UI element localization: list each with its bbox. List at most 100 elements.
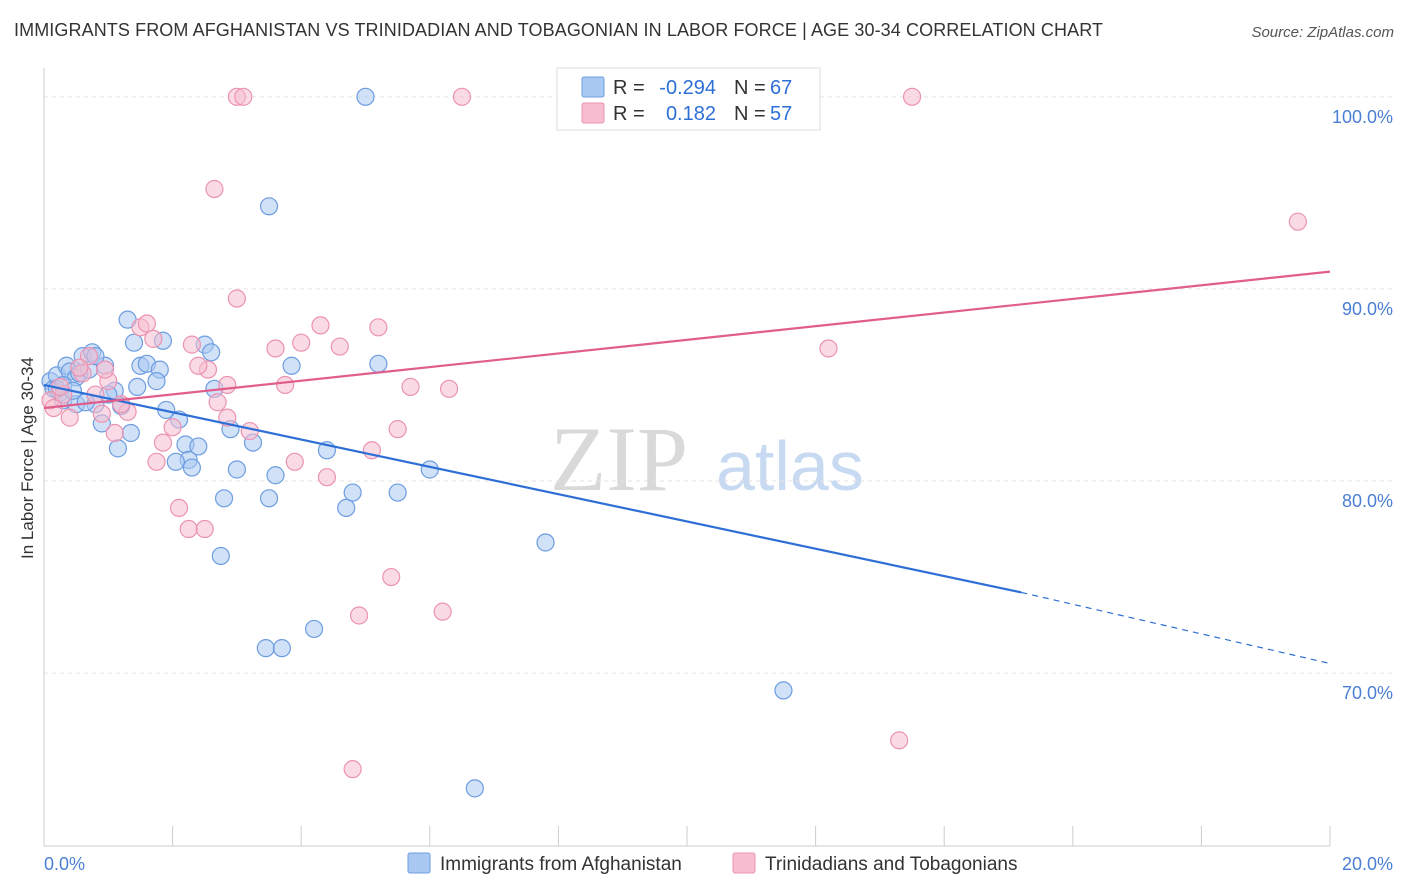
- trinidad-point: [147, 452, 166, 471]
- x-tick-label-min: 0.0%: [44, 854, 85, 874]
- trinidad-point: [182, 335, 201, 354]
- trinidad-point: [179, 519, 198, 539]
- trinidad-point: [276, 375, 295, 395]
- y-axis-title: In Labor Force | Age 30-34: [18, 357, 37, 559]
- afghanistan-point: [356, 87, 375, 106]
- afghanistan-point: [369, 354, 388, 373]
- bottom-legend-swatch-blue: [407, 852, 431, 874]
- trinidad-point: [349, 606, 369, 625]
- y-tick-label-90: 90.0%: [1342, 299, 1393, 319]
- afghanistan-point: [266, 466, 285, 485]
- chart-title: IMMIGRANTS FROM AFGHANISTAN VS TRINIDADI…: [14, 20, 1104, 40]
- afghanistan-point: [343, 483, 362, 502]
- trinidad-point: [343, 760, 362, 779]
- afghanistan-point: [189, 437, 208, 456]
- trinidad-point: [433, 602, 452, 621]
- trinidad-point: [60, 408, 79, 427]
- legend-n-label-2: N =: [734, 103, 766, 125]
- trinidad-point: [144, 329, 163, 348]
- trinidad-point: [95, 360, 115, 379]
- trend-lines: [43, 270, 1331, 665]
- legend-r-label-1: R =: [613, 77, 645, 99]
- afghanistan-point: [259, 489, 279, 508]
- afghanistan-point: [536, 533, 555, 552]
- trinidad-point: [266, 339, 285, 358]
- afghanistan-point: [259, 197, 279, 216]
- bottom-legend-swatch-pink: [732, 852, 756, 874]
- afghanistan-point: [214, 489, 234, 508]
- trinidad-point: [285, 452, 304, 471]
- trinidad-point: [382, 567, 401, 587]
- trinidad-point: [819, 339, 838, 358]
- legend-n-label-1: N =: [734, 77, 766, 99]
- gridlines: [44, 96, 1393, 674]
- trinidad-point: [205, 179, 224, 199]
- trinidad-point: [401, 377, 420, 396]
- afghanistan-point: [282, 356, 301, 375]
- watermark: ZIP atlas: [550, 408, 864, 510]
- afghanistan-point: [128, 377, 147, 396]
- legend-r-label-2: R =: [613, 103, 645, 125]
- legend-swatch-blue: [581, 76, 605, 98]
- afghanistan-point: [124, 333, 144, 352]
- y-tick-label-70: 70.0%: [1342, 683, 1393, 703]
- legend-box: R = -0.294 N = 67 R = 0.182 N = 57: [556, 67, 821, 131]
- afghanistan-point: [272, 639, 292, 658]
- y-tick-labels: 70.0% 80.0% 90.0% 100.0%: [1332, 107, 1393, 703]
- afghanistan-point: [227, 460, 246, 479]
- trend-line-afghanistan-extension: [1021, 591, 1331, 665]
- legend-n-value-2: 57: [770, 103, 792, 125]
- legend-r-value-1: -0.294: [659, 77, 716, 99]
- trinidad-point: [137, 314, 156, 333]
- trinidad-point: [234, 87, 253, 106]
- trinidad-point: [105, 423, 124, 443]
- trinidad-point: [369, 318, 388, 337]
- afghanistan-point: [304, 619, 324, 639]
- x-axis-ticks: [43, 826, 1331, 846]
- trinidad-point: [70, 358, 89, 377]
- legend-swatch-pink: [581, 102, 605, 124]
- bottom-legend-label-afghanistan: Immigrants from Afghanistan: [440, 854, 682, 875]
- watermark-zip: ZIP: [550, 408, 688, 510]
- trinidad-point: [388, 420, 407, 439]
- afghanistan-point: [465, 779, 484, 798]
- afghanistan-point: [166, 452, 185, 471]
- trinidad-point: [92, 404, 111, 423]
- trinidad-point: [240, 421, 259, 441]
- trinidad-point: [227, 289, 246, 308]
- trinidad-point: [169, 498, 189, 518]
- trinidad-point: [292, 333, 311, 352]
- trinidad-point: [890, 731, 909, 750]
- afghanistan-point: [420, 460, 439, 479]
- chart-source: Source: ZipAtlas.com: [1251, 24, 1394, 41]
- trinidad-point: [452, 87, 472, 106]
- afghanistan-point: [121, 423, 140, 443]
- trinidad-point: [311, 316, 330, 335]
- legend-n-value-1: 67: [770, 77, 792, 99]
- trinidad-point: [195, 519, 214, 539]
- trinidad-point: [1288, 212, 1307, 231]
- y-tick-label-100: 100.0%: [1332, 107, 1393, 127]
- trend-line-afghanistan: [43, 383, 1022, 594]
- trinidad-point: [189, 356, 208, 375]
- trinidad-point: [163, 418, 182, 437]
- trinidad-point: [208, 393, 227, 412]
- afghanistan-point: [774, 681, 793, 700]
- trinidad-point: [218, 375, 237, 395]
- trinidad-point: [902, 87, 922, 106]
- afghanistan-point: [108, 439, 128, 458]
- afghanistan-point: [147, 372, 166, 391]
- trinidad-point: [153, 433, 173, 452]
- trinidad-point: [317, 468, 337, 487]
- afghanistan-point: [388, 483, 407, 502]
- watermark-atlas: atlas: [716, 427, 864, 505]
- afghanistan-point: [182, 458, 201, 477]
- bottom-legend-label-trinidad: Trinidadians and Tobagonians: [765, 854, 1017, 875]
- y-tick-label-80: 80.0%: [1342, 491, 1393, 511]
- legend-r-value-2: 0.182: [666, 103, 716, 125]
- afghanistan-point: [256, 639, 275, 658]
- afghanistan-point: [211, 546, 230, 566]
- afghanistan-point: [337, 498, 356, 518]
- trinidad-point: [330, 337, 349, 356]
